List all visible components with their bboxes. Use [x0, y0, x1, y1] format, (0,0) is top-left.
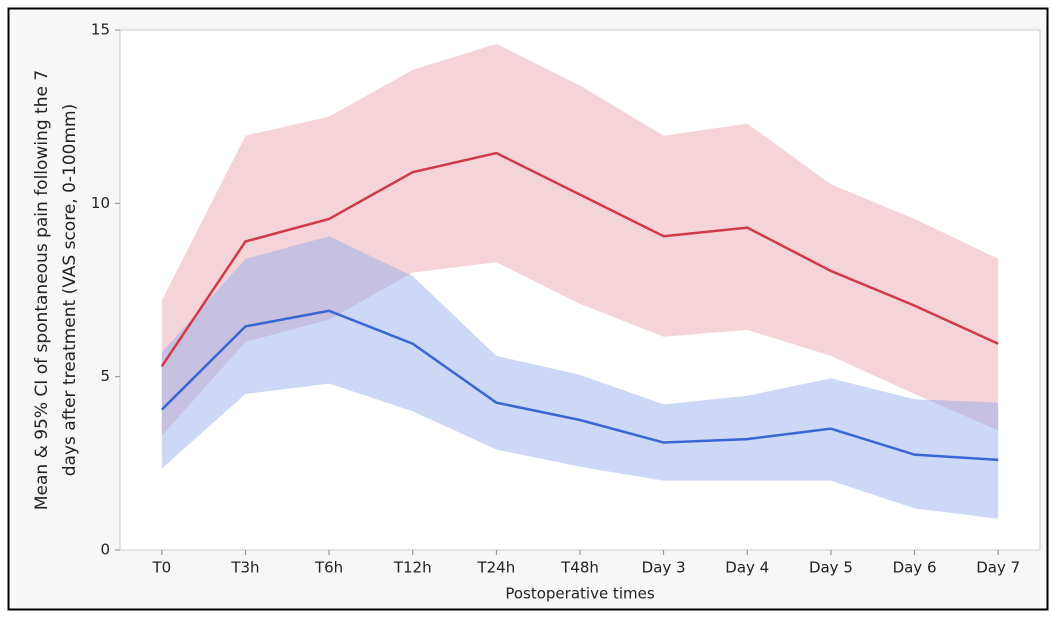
x-tick-label: Day 7 — [976, 559, 1020, 577]
x-axis-label: Postoperative times — [505, 585, 654, 603]
ci-band — [161, 43, 999, 436]
x-tick-label: T12h — [393, 559, 432, 577]
plot-area — [119, 29, 1041, 551]
mean-line — [160, 309, 999, 462]
x-tick-label: Day 5 — [809, 559, 853, 577]
x-tick-label: T3h — [230, 559, 259, 577]
y-tick-label: 15 — [91, 21, 110, 39]
x-tick-label: T0 — [151, 559, 171, 577]
y-axis-label: days after treatment (VAS score, 0-100mm… — [60, 104, 80, 476]
mean-line — [160, 151, 999, 367]
x-tick-label: Day 4 — [725, 559, 769, 577]
x-tick-label: T24h — [476, 559, 515, 577]
y-tick-label: 5 — [100, 367, 110, 385]
x-tick-label: Day 3 — [642, 559, 686, 577]
x-tick-label: T48h — [560, 559, 599, 577]
x-tick-label: Day 6 — [893, 559, 937, 577]
x-tick-label: T6h — [314, 559, 343, 577]
y-tick-label: 0 — [100, 541, 110, 559]
y-axis-label: Mean & 95% CI of spontaneous pain follow… — [32, 70, 52, 510]
y-tick-label: 10 — [91, 194, 110, 212]
ci-band — [161, 236, 999, 519]
